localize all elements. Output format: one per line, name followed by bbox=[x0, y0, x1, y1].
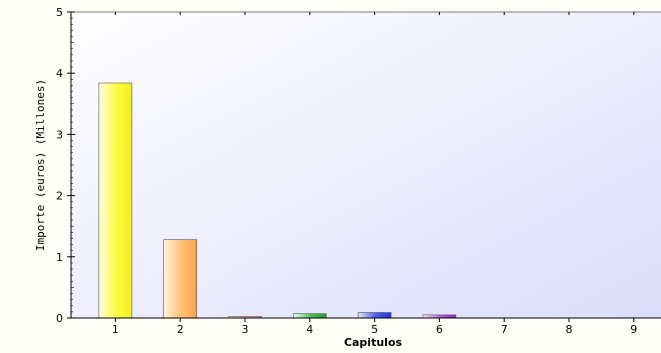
x-tick-label: 4 bbox=[306, 323, 313, 336]
y-axis-label: Importe (euros) (Millones) bbox=[34, 79, 47, 251]
x-tick-label: 3 bbox=[242, 323, 249, 336]
x-tick-label: 6 bbox=[436, 323, 443, 336]
bar-1 bbox=[98, 82, 133, 319]
bar-4 bbox=[292, 313, 327, 319]
x-tick-label: 5 bbox=[371, 323, 378, 336]
plot-area bbox=[71, 12, 661, 318]
x-tick-label: 2 bbox=[177, 323, 184, 336]
x-tick-label: 1 bbox=[112, 323, 119, 336]
y-tick-label: 2 bbox=[56, 190, 63, 203]
y-tick-label: 4 bbox=[56, 67, 63, 80]
bar-2 bbox=[163, 239, 197, 319]
y-tick-label: 5 bbox=[56, 6, 63, 19]
bar-5 bbox=[357, 312, 392, 319]
bars bbox=[98, 82, 457, 319]
axes: 1 2 3 4 5 6 7 8 9 0 1 2 3 4 5 bbox=[56, 6, 661, 336]
x-tick-label: 9 bbox=[630, 323, 637, 336]
y-tick-label: 3 bbox=[56, 128, 63, 141]
y-tick-label: 0 bbox=[56, 312, 63, 325]
x-tick-label: 8 bbox=[566, 323, 573, 336]
y-tick-label: 1 bbox=[56, 251, 63, 264]
x-tick-label: 7 bbox=[501, 323, 508, 336]
x-axis-label: Capitulos bbox=[344, 336, 403, 349]
